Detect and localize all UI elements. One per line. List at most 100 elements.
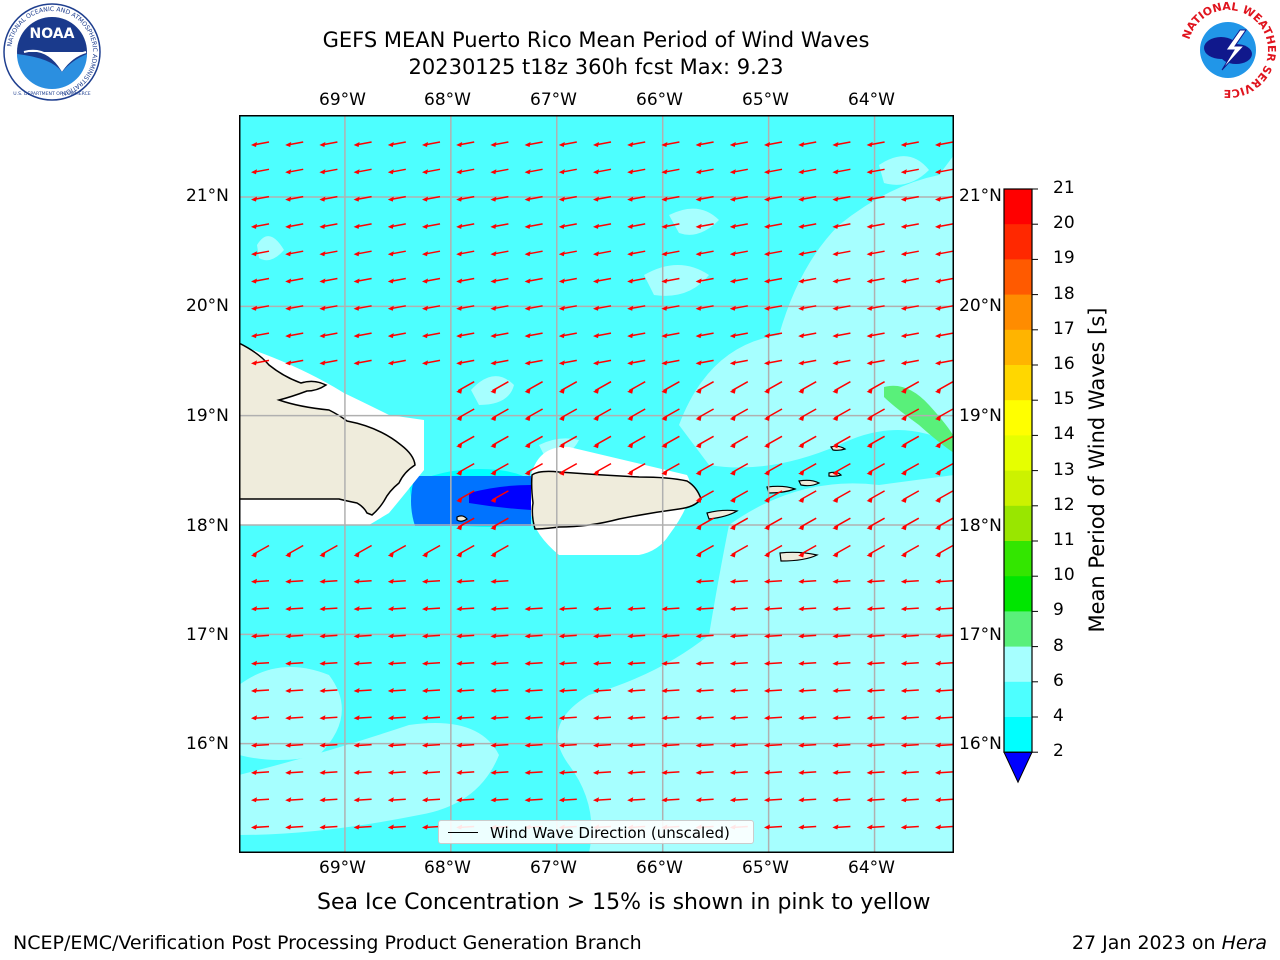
wave-arrow [866,381,885,394]
wave-arrow [798,381,817,394]
wave-arrow [627,633,646,639]
lon-tick-bottom-69w: 69°W [319,858,366,878]
wave-arrow [661,435,680,449]
wave-arrow [900,517,920,531]
wave-arrow [695,578,714,584]
wave-arrow [456,544,475,558]
wave-arrow [319,250,338,257]
wave-arrow [729,688,748,693]
wave-arrow [558,797,577,803]
colorbar-label-11: 11 [1053,530,1075,550]
wave-arrow [353,715,372,721]
wave-arrow [251,660,270,666]
wave-arrow [832,544,851,558]
wave-arrow [422,223,441,229]
wave-arrow [285,578,304,584]
lat-tick-left-19n: 19°N [186,406,229,426]
wave-arrow [798,490,817,503]
colorbar-bin-1 [1004,224,1032,260]
wave-arrow [387,168,406,175]
wave-arrow [387,223,406,229]
wave-arrow [729,715,748,721]
wave-arrow [558,332,577,339]
wave-arrow [695,168,714,175]
wave-arrow [490,606,509,612]
colorbar-label-16: 16 [1053,354,1075,374]
wave-arrow [387,824,406,830]
wave-arrow [935,797,954,803]
wave-arrow [627,305,646,311]
wave-arrow [935,168,954,175]
land-vieques [706,509,739,520]
wave-arrow [251,606,270,612]
wave-arrow [353,660,372,666]
wave-arrow [593,223,612,229]
wave-arrow [353,769,372,775]
wave-arrow [764,250,783,257]
colorbar [1003,188,1038,784]
wave-arrow [866,359,885,366]
wave-arrow [695,715,714,721]
wave-arrow [490,223,509,229]
wave-arrow [935,332,954,339]
wave-arrow [524,223,543,229]
wave-arrow [935,633,954,639]
wave-arrow [422,359,441,366]
wave-arrow [900,797,919,803]
colorbar-extend-min [1003,751,1033,784]
lon-tick-bottom-65w: 65°W [742,858,789,878]
wave-arrow [285,633,304,639]
wave-arrow [798,332,817,339]
wave-arrow [695,223,714,229]
wave-arrow [490,660,509,666]
wave-arrow [524,305,543,311]
lat-tick-left-17n: 17°N [186,625,229,645]
wave-arrow [729,517,749,531]
wave-arrow [387,633,406,639]
wave-arrow [251,633,270,639]
wave-arrow [524,435,543,449]
wave-arrow [832,381,851,394]
wave-arrow [387,544,407,558]
wave-arrow [832,168,851,175]
wave-arrow [627,462,646,476]
wave-arrow [729,250,748,257]
land-puerto-rico [530,470,702,530]
wave-arrow [285,168,304,175]
wave-arrow [524,462,543,476]
wave-arrow [251,168,270,175]
wave-arrow [798,742,817,748]
wave-arrow [558,715,577,721]
wave-arrow [900,769,919,775]
wave-arrow [353,606,372,612]
wave-arrow [798,715,817,721]
wave-arrow [935,660,954,666]
wave-arrow [798,769,817,775]
wave-arrow [387,578,406,584]
wave-arrow [627,359,646,366]
wave-arrow [387,660,406,666]
wave-arrow [251,824,270,830]
wave-arrow [353,250,372,257]
wave-arrow [251,797,270,803]
wave-arrow [798,223,817,229]
footer-branch: NCEP/EMC/Verification Post Processing Pr… [13,932,642,954]
wave-arrow [490,544,509,558]
wave-arrow [764,462,783,476]
wave-arrow [422,797,441,803]
wave-arrow [387,305,406,311]
period-under-2-region-mona [469,485,531,510]
wave-arrow [764,769,783,775]
wave-arrow [456,223,475,229]
lon-tick-top-65w: 65°W [742,90,789,110]
wave-arrow [866,195,885,202]
wave-arrow [456,408,475,421]
wave-arrow [798,578,817,584]
wave-arrow [935,195,954,202]
wave-arrow [285,824,304,830]
wave-arrow [285,742,304,748]
lat-tick-right-21n: 21°N [959,186,1002,206]
nws-logo: NATIONAL WEATHER SERVICE [1180,0,1278,100]
wave-arrow [764,168,783,175]
lat-tick-right-16n: 16°N [959,734,1002,754]
